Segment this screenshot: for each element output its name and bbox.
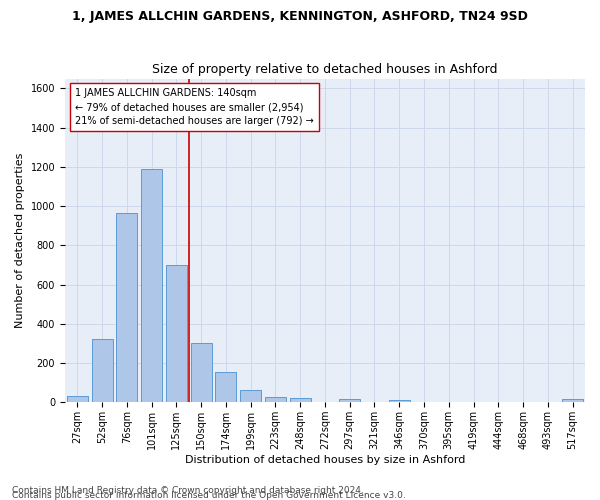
Bar — [92, 338, 113, 402]
Bar — [290, 398, 311, 402]
Y-axis label: Number of detached properties: Number of detached properties — [15, 152, 25, 328]
Bar — [240, 390, 261, 402]
Bar — [265, 398, 286, 402]
Bar — [67, 396, 88, 402]
Text: 1 JAMES ALLCHIN GARDENS: 140sqm
← 79% of detached houses are smaller (2,954)
21%: 1 JAMES ALLCHIN GARDENS: 140sqm ← 79% of… — [76, 88, 314, 126]
Title: Size of property relative to detached houses in Ashford: Size of property relative to detached ho… — [152, 63, 498, 76]
Bar — [166, 265, 187, 402]
Text: Contains HM Land Registry data © Crown copyright and database right 2024.: Contains HM Land Registry data © Crown c… — [12, 486, 364, 495]
X-axis label: Distribution of detached houses by size in Ashford: Distribution of detached houses by size … — [185, 455, 465, 465]
Bar — [389, 400, 410, 402]
Bar — [191, 344, 212, 402]
Bar — [339, 400, 360, 402]
Bar — [141, 169, 162, 402]
Bar — [215, 372, 236, 402]
Bar — [116, 213, 137, 402]
Text: 1, JAMES ALLCHIN GARDENS, KENNINGTON, ASHFORD, TN24 9SD: 1, JAMES ALLCHIN GARDENS, KENNINGTON, AS… — [72, 10, 528, 23]
Text: Contains public sector information licensed under the Open Government Licence v3: Contains public sector information licen… — [12, 491, 406, 500]
Bar — [562, 400, 583, 402]
